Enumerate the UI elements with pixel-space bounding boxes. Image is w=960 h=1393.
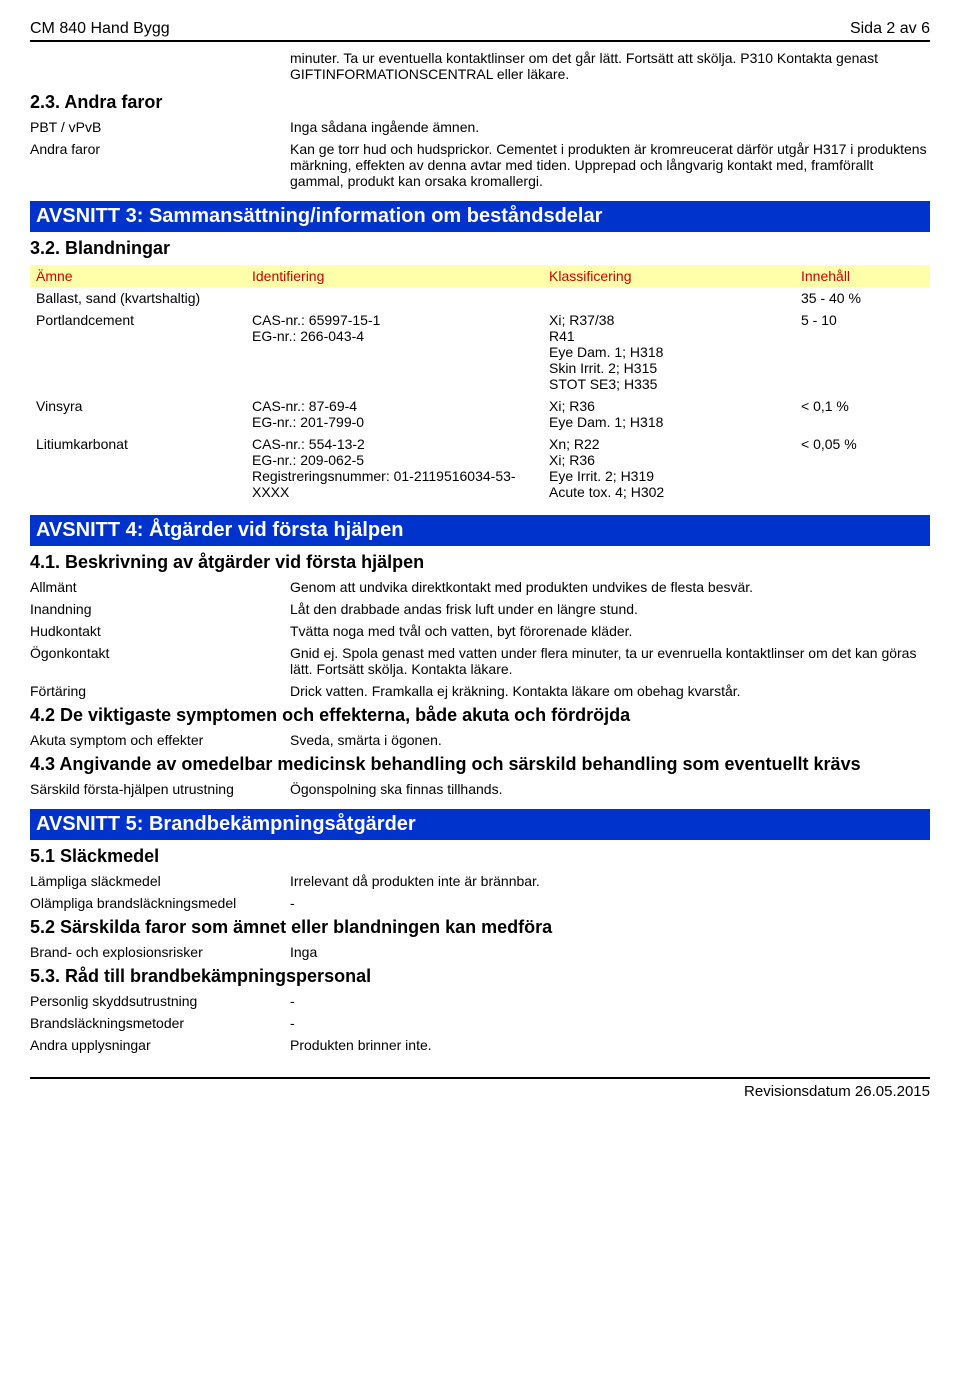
section-4-header: AVSNITT 4: Åtgärder vid första hjälpen: [30, 515, 930, 546]
doc-title: CM 840 Hand Bygg: [30, 20, 170, 38]
page-number: Sida 2 av 6: [850, 20, 930, 38]
intro-text: minuter. Ta ur eventuella kontaktlinser …: [290, 50, 930, 82]
cell-klass: Xn; R22 Xi; R36 Eye Irrit. 2; H319 Acute…: [543, 433, 795, 503]
kv-row: Andra faror Kan ge torr hud och hudspric…: [30, 141, 930, 189]
kv-label: Lämpliga släckmedel: [30, 873, 290, 889]
kv-value: Ögonspolning ska finnas tillhands.: [290, 781, 930, 797]
kv-value: Inga sådana ingående ämnen.: [290, 119, 930, 135]
kv-label: Brandsläckningsmetoder: [30, 1015, 290, 1031]
col-inne: Innehåll: [795, 265, 930, 287]
kv-label: Brand- och explosionsrisker: [30, 944, 290, 960]
heading-5-3: 5.3. Råd till brandbekämpningspersonal: [30, 966, 930, 987]
kv-value: Låt den drabbade andas frisk luft under …: [290, 601, 930, 617]
kv-value: Irrelevant då produkten inte är brännbar…: [290, 873, 930, 889]
cell-ident: CAS-nr.: 65997-15-1 EG-nr.: 266-043-4: [246, 309, 543, 395]
kv-row: PBT / vPvB Inga sådana ingående ämnen.: [30, 119, 930, 135]
heading-4-1: 4.1. Beskrivning av åtgärder vid första …: [30, 552, 930, 573]
kv-label: Särskild första-hjälpen utrustning: [30, 781, 290, 797]
cell-inne: < 0,05 %: [795, 433, 930, 503]
kv-row: InandningLåt den drabbade andas frisk lu…: [30, 601, 930, 617]
cell-inne: 5 - 10: [795, 309, 930, 395]
kv-value: Inga: [290, 944, 930, 960]
cell-amne: Ballast, sand (kvartshaltig): [30, 287, 246, 309]
kv-label: Allmänt: [30, 579, 290, 595]
kv-row: Andra upplysningarProdukten brinner inte…: [30, 1037, 930, 1053]
cell-ident: CAS-nr.: 87-69-4 EG-nr.: 201-799-0: [246, 395, 543, 433]
kv-value: Genom att undvika direktkontakt med prod…: [290, 579, 930, 595]
kv-value: -: [290, 993, 930, 1009]
cell-klass: Xi; R37/38 R41 Eye Dam. 1; H318 Skin Irr…: [543, 309, 795, 395]
kv-row: Olämpliga brandsläckningsmedel-: [30, 895, 930, 911]
kv-row: ÖgonkontaktGnid ej. Spola genast med vat…: [30, 645, 930, 677]
kv-row: Personlig skyddsutrustning-: [30, 993, 930, 1009]
col-ident: Identifiering: [246, 265, 543, 287]
cell-ident: [246, 287, 543, 309]
kv-row: Brand- och explosionsriskerInga: [30, 944, 930, 960]
kv-label: PBT / vPvB: [30, 119, 290, 135]
kv-value: Drick vatten. Framkalla ej kräkning. Kon…: [290, 683, 930, 699]
kv-label: Andra faror: [30, 141, 290, 189]
section-3-header: AVSNITT 3: Sammansättning/information om…: [30, 201, 930, 232]
kv-row: Lämpliga släckmedelIrrelevant då produkt…: [30, 873, 930, 889]
kv-label: Inandning: [30, 601, 290, 617]
kv-row: Särskild första-hjälpen utrustningÖgonsp…: [30, 781, 930, 797]
page-header: CM 840 Hand Bygg Sida 2 av 6: [30, 20, 930, 42]
cell-inne: 35 - 40 %: [795, 287, 930, 309]
heading-4-2: 4.2 De viktigaste symptomen och effekter…: [30, 705, 930, 726]
cell-klass: Xi; R36 Eye Dam. 1; H318: [543, 395, 795, 433]
kv-label: Personlig skyddsutrustning: [30, 993, 290, 1009]
cell-inne: < 0,1 %: [795, 395, 930, 433]
heading-2-3: 2.3. Andra faror: [30, 92, 930, 113]
kv-row: FörtäringDrick vatten. Framkalla ej kräk…: [30, 683, 930, 699]
table-row: VinsyraCAS-nr.: 87-69-4 EG-nr.: 201-799-…: [30, 395, 930, 433]
kv-row: HudkontaktTvätta noga med tvål och vatte…: [30, 623, 930, 639]
kv-row: Brandsläckningsmetoder-: [30, 1015, 930, 1031]
kv-label: Akuta symptom och effekter: [30, 732, 290, 748]
kv-row: AllmäntGenom att undvika direktkontakt m…: [30, 579, 930, 595]
table-row: LitiumkarbonatCAS-nr.: 554-13-2 EG-nr.: …: [30, 433, 930, 503]
composition-table: Ämne Identifiering Klassificering Innehå…: [30, 265, 930, 503]
heading-3-2: 3.2. Blandningar: [30, 238, 930, 259]
kv-value: -: [290, 1015, 930, 1031]
cell-klass: [543, 287, 795, 309]
kv-row: Akuta symptom och effekterSveda, smärta …: [30, 732, 930, 748]
table-row: PortlandcementCAS-nr.: 65997-15-1 EG-nr.…: [30, 309, 930, 395]
cell-amne: Portlandcement: [30, 309, 246, 395]
cell-ident: CAS-nr.: 554-13-2 EG-nr.: 209-062-5 Regi…: [246, 433, 543, 503]
kv-label: Förtäring: [30, 683, 290, 699]
kv-value: Kan ge torr hud och hudsprickor. Cemente…: [290, 141, 930, 189]
heading-4-3: 4.3 Angivande av omedelbar medicinsk beh…: [30, 754, 930, 775]
table-row: Ballast, sand (kvartshaltig) 35 - 40 %: [30, 287, 930, 309]
heading-5-2: 5.2 Särskilda faror som ämnet eller blan…: [30, 917, 930, 938]
kv-label: Ögonkontakt: [30, 645, 290, 677]
footer: Revisionsdatum 26.05.2015: [30, 1077, 930, 1100]
cell-amne: Litiumkarbonat: [30, 433, 246, 503]
heading-5-1: 5.1 Släckmedel: [30, 846, 930, 867]
kv-value: Tvätta noga med tvål och vatten, byt för…: [290, 623, 930, 639]
kv-label: Hudkontakt: [30, 623, 290, 639]
col-amne: Ämne: [30, 265, 246, 287]
col-klass: Klassificering: [543, 265, 795, 287]
kv-label: Andra upplysningar: [30, 1037, 290, 1053]
kv-value: -: [290, 895, 930, 911]
section-5-header: AVSNITT 5: Brandbekämpningsåtgärder: [30, 809, 930, 840]
kv-value: Produkten brinner inte.: [290, 1037, 930, 1053]
cell-amne: Vinsyra: [30, 395, 246, 433]
kv-value: Sveda, smärta i ögonen.: [290, 732, 930, 748]
kv-value: Gnid ej. Spola genast med vatten under f…: [290, 645, 930, 677]
kv-label: Olämpliga brandsläckningsmedel: [30, 895, 290, 911]
